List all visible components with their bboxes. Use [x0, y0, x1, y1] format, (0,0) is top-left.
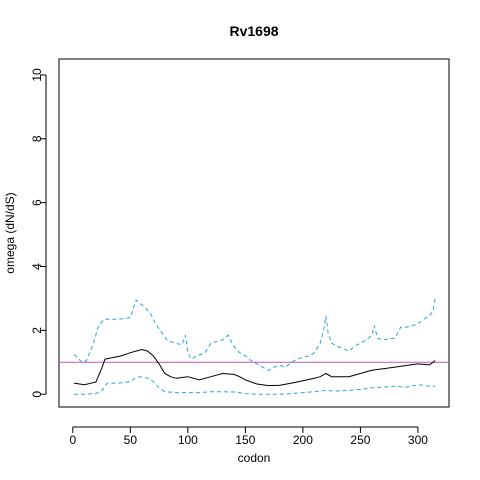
- series-line-2: [73, 298, 436, 371]
- series-line-3: [74, 376, 436, 395]
- y-tick-label: 10: [30, 68, 44, 82]
- y-tick-label: 4: [30, 263, 44, 270]
- y-axis: 0 2 4 6 8 10: [30, 68, 47, 398]
- x-tick-label: 300: [408, 433, 428, 447]
- plot-content: [59, 298, 449, 395]
- chart-title: Rv1698: [229, 23, 278, 39]
- series-line-1: [73, 348, 436, 387]
- plot-frame: [58, 58, 450, 408]
- x-tick-label: 150: [235, 433, 255, 447]
- x-tick-label: 50: [124, 433, 138, 447]
- x-axis: 0 50 100 150 200 250 300: [69, 426, 428, 447]
- y-axis-label: omega (dN/dS): [3, 192, 17, 273]
- y-tick-label: 8: [30, 135, 44, 142]
- x-tick-label: 250: [350, 433, 370, 447]
- x-tick-label: 0: [69, 433, 76, 447]
- x-axis-label: codon: [238, 451, 271, 465]
- y-tick-label: 6: [30, 199, 44, 206]
- x-tick-label: 100: [178, 433, 198, 447]
- y-tick-label: 2: [30, 327, 44, 334]
- x-tick-label: 200: [293, 433, 313, 447]
- y-tick-label: 0: [30, 391, 44, 398]
